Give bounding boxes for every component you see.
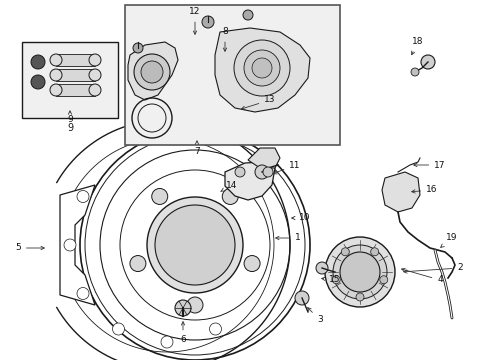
Circle shape <box>263 167 272 177</box>
Polygon shape <box>55 120 289 360</box>
Text: 6: 6 <box>180 322 185 345</box>
Circle shape <box>294 291 308 305</box>
Circle shape <box>77 190 89 202</box>
Circle shape <box>251 58 271 78</box>
Polygon shape <box>128 42 178 100</box>
Circle shape <box>370 248 378 256</box>
Text: 9: 9 <box>67 111 73 125</box>
Circle shape <box>89 84 101 96</box>
Circle shape <box>50 54 62 66</box>
Circle shape <box>155 205 235 285</box>
Text: 7: 7 <box>194 141 200 157</box>
Circle shape <box>85 135 305 355</box>
Circle shape <box>141 61 163 83</box>
Text: 12: 12 <box>189 8 200 34</box>
Polygon shape <box>60 185 95 305</box>
Circle shape <box>64 239 76 251</box>
Text: 8: 8 <box>222 27 227 51</box>
Text: 4: 4 <box>401 268 442 284</box>
Circle shape <box>120 170 269 320</box>
Bar <box>22 42 118 118</box>
Bar <box>56 84 95 96</box>
Circle shape <box>202 16 214 28</box>
Text: 13: 13 <box>241 95 275 109</box>
Circle shape <box>134 54 170 90</box>
Circle shape <box>31 75 45 89</box>
Circle shape <box>80 130 309 360</box>
Circle shape <box>100 150 289 340</box>
Text: 3: 3 <box>307 308 322 324</box>
Circle shape <box>355 293 363 301</box>
Polygon shape <box>381 172 419 212</box>
Text: 18: 18 <box>411 37 423 55</box>
Circle shape <box>235 167 244 177</box>
Circle shape <box>243 10 252 20</box>
Circle shape <box>339 252 379 292</box>
Bar <box>56 54 95 66</box>
Polygon shape <box>215 28 309 112</box>
Circle shape <box>147 197 243 293</box>
Bar <box>56 69 95 81</box>
Circle shape <box>332 245 386 299</box>
Circle shape <box>222 188 238 204</box>
Circle shape <box>254 165 268 179</box>
Text: 1: 1 <box>275 234 300 243</box>
Circle shape <box>175 300 191 316</box>
Circle shape <box>112 323 124 335</box>
Circle shape <box>379 276 387 284</box>
Circle shape <box>133 43 142 53</box>
Circle shape <box>410 68 418 76</box>
Circle shape <box>31 55 45 69</box>
Text: 19: 19 <box>440 234 457 247</box>
Text: 14: 14 <box>221 180 237 191</box>
Circle shape <box>77 288 89 300</box>
Circle shape <box>161 336 173 348</box>
Text: 16: 16 <box>411 185 437 194</box>
Circle shape <box>209 323 221 335</box>
Circle shape <box>420 55 434 69</box>
Circle shape <box>50 84 62 96</box>
Circle shape <box>130 256 145 271</box>
Text: 11: 11 <box>273 161 300 174</box>
Circle shape <box>341 248 348 256</box>
Circle shape <box>89 54 101 66</box>
Circle shape <box>50 69 62 81</box>
Polygon shape <box>247 148 280 168</box>
Text: 10: 10 <box>291 213 310 222</box>
Circle shape <box>315 262 327 274</box>
Text: 15: 15 <box>321 275 340 284</box>
Circle shape <box>186 297 203 313</box>
Circle shape <box>325 237 394 307</box>
Bar <box>125 5 339 145</box>
Text: 9: 9 <box>67 123 73 133</box>
Circle shape <box>89 69 101 81</box>
Circle shape <box>234 40 289 96</box>
Text: 17: 17 <box>413 161 445 170</box>
Text: 2: 2 <box>403 264 462 273</box>
Polygon shape <box>224 162 274 200</box>
Circle shape <box>151 188 167 204</box>
Text: 5: 5 <box>15 243 44 252</box>
Circle shape <box>244 256 260 271</box>
Circle shape <box>244 50 280 86</box>
Circle shape <box>331 276 340 284</box>
